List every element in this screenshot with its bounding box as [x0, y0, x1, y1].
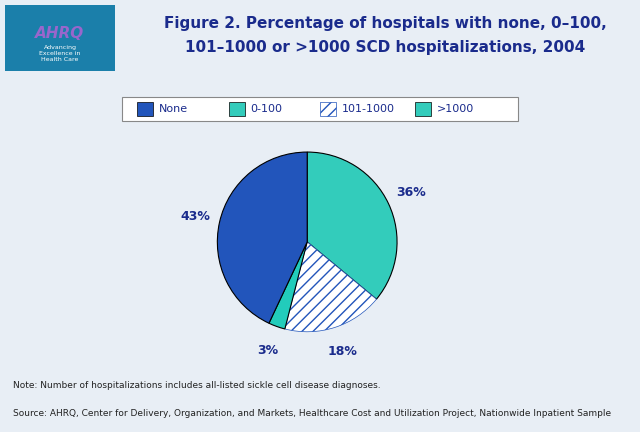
Text: None: None: [159, 104, 188, 114]
Text: 3%: 3%: [258, 343, 279, 357]
Text: 0-100: 0-100: [251, 104, 283, 114]
Wedge shape: [269, 242, 307, 329]
Text: 101-1000: 101-1000: [342, 104, 395, 114]
Text: 43%: 43%: [180, 210, 210, 223]
Text: Excellence in: Excellence in: [39, 51, 81, 56]
Bar: [415, 102, 431, 116]
Text: Figure 2. Percentage of hospitals with none, 0–100,: Figure 2. Percentage of hospitals with n…: [164, 16, 606, 31]
Text: Advancing: Advancing: [44, 45, 77, 50]
Bar: [138, 102, 154, 116]
Wedge shape: [307, 152, 397, 299]
Bar: [320, 102, 336, 116]
Text: 36%: 36%: [396, 187, 426, 200]
Wedge shape: [285, 242, 376, 332]
Text: 18%: 18%: [328, 345, 358, 358]
Bar: [228, 102, 244, 116]
Wedge shape: [218, 152, 307, 323]
Text: Source: AHRQ, Center for Delivery, Organization, and Markets, Healthcare Cost an: Source: AHRQ, Center for Delivery, Organ…: [13, 409, 611, 418]
Text: 101–1000 or >1000 SCD hospitalizations, 2004: 101–1000 or >1000 SCD hospitalizations, …: [185, 40, 585, 55]
Text: Note: Number of hospitalizations includes all-listed sickle cell disease diagnos: Note: Number of hospitalizations include…: [13, 381, 380, 390]
Text: >1000: >1000: [437, 104, 474, 114]
Text: Health Care: Health Care: [42, 57, 79, 62]
FancyBboxPatch shape: [5, 5, 115, 70]
Text: AHRQ: AHRQ: [35, 26, 84, 41]
